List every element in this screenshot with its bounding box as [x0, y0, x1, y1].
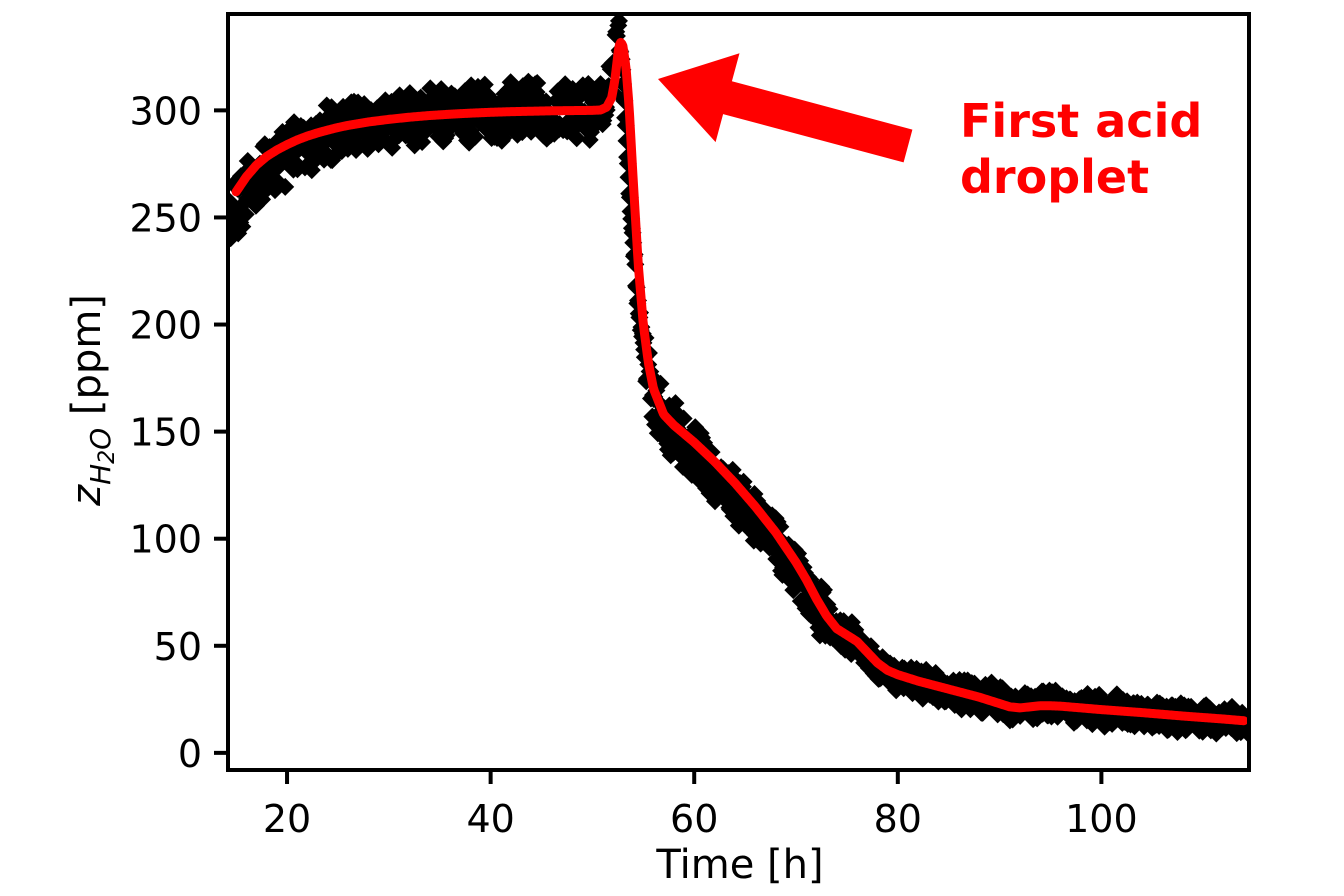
x-axis-tick-labels: 20 40 60 80 100 — [263, 797, 1138, 841]
y-axis-title-unit: [ppm] — [64, 294, 110, 428]
y-tick-label: 150 — [129, 411, 202, 455]
y-tick-label: 300 — [129, 89, 202, 133]
x-tick-label: 40 — [466, 797, 514, 841]
y-tick-label: 200 — [129, 304, 202, 348]
y-axis-title-sub-o: O — [84, 428, 117, 450]
svg-text:zH2O [ppm]: zH2O [ppm] — [64, 294, 120, 507]
y-axis-title-sub-2: 2 — [95, 450, 120, 464]
first-acid-droplet-arrow — [658, 53, 913, 163]
y-axis-ticks — [214, 108, 228, 755]
x-tick-label: 60 — [670, 797, 718, 841]
y-axis-title-symbol: z — [64, 484, 110, 507]
annotation-line-2: droplet — [960, 150, 1149, 204]
model-fit-line — [231, 37, 1249, 726]
y-axis-tick-labels: 0 50 100 150 200 250 300 — [129, 89, 202, 775]
y-tick-label: 50 — [154, 625, 202, 669]
annotation-line-1: First acid — [960, 94, 1202, 148]
y-axis-title: zH2O [ppm] — [64, 294, 120, 507]
y-axis-title-sub-h: H — [84, 464, 117, 485]
y-tick-label: 0 — [178, 732, 202, 776]
x-tick-label: 20 — [263, 797, 311, 841]
x-axis-ticks — [285, 770, 1104, 784]
y-tick-label: 100 — [129, 518, 202, 562]
annotation-arrow-shape — [658, 53, 913, 163]
x-tick-label: 100 — [1065, 797, 1138, 841]
y-tick-label: 250 — [129, 196, 202, 240]
axes-frame — [226, 12, 1251, 772]
x-axis-title: Time [h] — [655, 842, 823, 888]
x-tick-label: 80 — [874, 797, 922, 841]
